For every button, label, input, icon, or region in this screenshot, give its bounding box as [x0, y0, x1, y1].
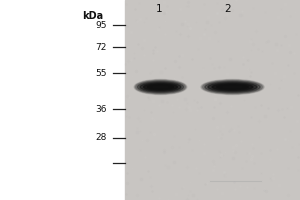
Ellipse shape — [137, 81, 184, 93]
Ellipse shape — [143, 84, 178, 90]
Text: 2: 2 — [225, 4, 231, 14]
Text: 1: 1 — [156, 4, 162, 14]
Ellipse shape — [134, 80, 187, 95]
Ellipse shape — [205, 81, 260, 93]
Ellipse shape — [217, 85, 248, 89]
Ellipse shape — [208, 83, 257, 92]
Ellipse shape — [202, 80, 262, 94]
Ellipse shape — [201, 80, 264, 95]
Ellipse shape — [140, 83, 181, 92]
Bar — [124, 0, 300, 200]
Text: 28: 28 — [95, 134, 106, 142]
Ellipse shape — [136, 80, 185, 94]
Ellipse shape — [147, 85, 174, 89]
Text: 55: 55 — [95, 68, 106, 77]
Text: 72: 72 — [95, 43, 106, 51]
Text: 36: 36 — [95, 104, 106, 114]
Ellipse shape — [212, 84, 253, 90]
Text: kDa: kDa — [82, 11, 103, 21]
Text: 95: 95 — [95, 21, 106, 29]
